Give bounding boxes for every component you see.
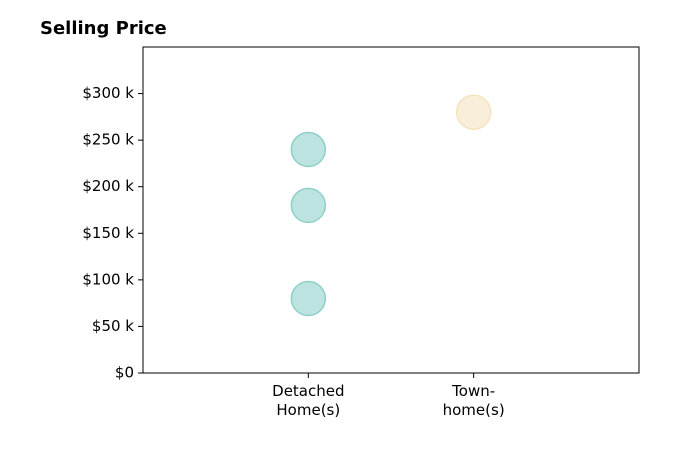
y-tick-label: $0 bbox=[115, 364, 134, 382]
y-tick-label: $150 k bbox=[82, 224, 134, 242]
y-tick-label: $100 k bbox=[82, 270, 134, 288]
y-tick-label: $300 k bbox=[82, 84, 134, 102]
point bbox=[290, 131, 327, 168]
plot-frame bbox=[142, 46, 640, 374]
y-tick-label: $50 k bbox=[92, 317, 134, 335]
point bbox=[290, 187, 327, 224]
x-tick-label: Town- home(s) bbox=[442, 382, 505, 419]
point bbox=[455, 94, 492, 130]
point bbox=[290, 280, 327, 317]
x-tick-label: Detached Home(s) bbox=[272, 382, 345, 419]
chart-title: Selling Price bbox=[40, 18, 167, 39]
y-tick-label: $250 k bbox=[82, 131, 134, 149]
y-tick-label: $200 k bbox=[82, 177, 134, 195]
